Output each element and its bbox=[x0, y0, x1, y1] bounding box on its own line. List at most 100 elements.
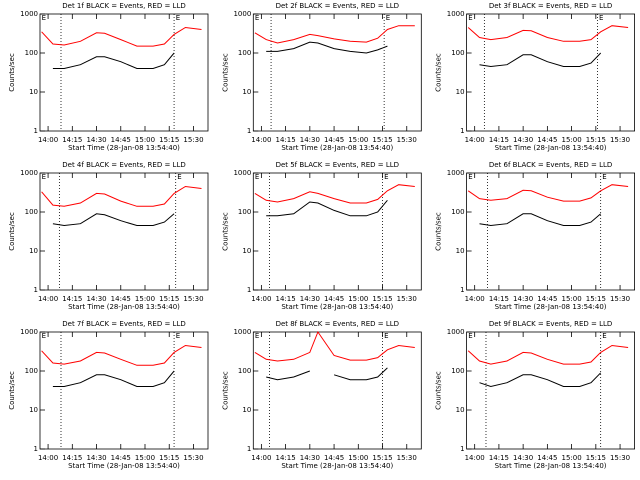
y-tick-label: 1 bbox=[460, 127, 464, 135]
x-tick-label: 14:00 bbox=[38, 454, 58, 462]
x-axis-label: Start Time (28-Jan-08 13:54:40) bbox=[495, 303, 607, 311]
chart-title: Det 3f BLACK = Events, RED = LLD bbox=[489, 2, 612, 10]
x-tick-label: 15:00 bbox=[135, 454, 155, 462]
y-tick-label: 1000 bbox=[447, 328, 465, 336]
y-tick-label: 1 bbox=[247, 286, 251, 294]
x-tick-label: 14:45 bbox=[324, 454, 344, 462]
x-tick-label: 15:15 bbox=[372, 136, 392, 144]
x-tick-label: 14:30 bbox=[513, 136, 533, 144]
annotation: E bbox=[176, 332, 180, 340]
x-axis-label: Start Time (28-Jan-08 13:54:40) bbox=[68, 462, 180, 470]
y-axis-label: Counts/sec bbox=[435, 212, 443, 251]
annotation: E bbox=[602, 173, 606, 181]
x-tick-label: 14:15 bbox=[276, 136, 296, 144]
y-tick-label: 1000 bbox=[233, 328, 251, 336]
annotation: E bbox=[468, 14, 472, 22]
y-axis-label: Counts/sec bbox=[8, 53, 16, 92]
x-tick-label: 14:15 bbox=[489, 136, 509, 144]
data-line bbox=[41, 344, 202, 366]
annotation: E bbox=[468, 173, 472, 181]
annotation: E bbox=[255, 332, 259, 340]
chart-title: Det 6f BLACK = Events, RED = LLD bbox=[489, 161, 612, 169]
data-line bbox=[254, 25, 415, 44]
data-line bbox=[52, 213, 175, 227]
annotation: E bbox=[599, 14, 603, 22]
annotation: E bbox=[255, 14, 259, 22]
plot-frame bbox=[39, 13, 209, 132]
y-tick-label: 100 bbox=[451, 49, 464, 57]
x-tick-label: 14:45 bbox=[111, 454, 131, 462]
y-tick-label: 1000 bbox=[233, 10, 251, 18]
x-tick-label: 15:00 bbox=[562, 295, 582, 303]
x-tick-label: 15:15 bbox=[586, 454, 606, 462]
plot-frame bbox=[252, 13, 422, 132]
x-axis-label: Start Time (28-Jan-08 13:54:40) bbox=[281, 303, 393, 311]
x-tick-label: 14:45 bbox=[537, 454, 557, 462]
data-line bbox=[479, 372, 602, 388]
y-tick-label: 10 bbox=[242, 406, 251, 414]
plot-frame bbox=[252, 172, 422, 291]
y-tick-label: 100 bbox=[25, 49, 38, 57]
x-axis-label: Start Time (28-Jan-08 13:54:40) bbox=[68, 144, 180, 152]
y-tick-label: 100 bbox=[25, 367, 38, 375]
y-tick-label: 10 bbox=[456, 88, 465, 96]
y-tick-label: 10 bbox=[242, 247, 251, 255]
x-tick-label: 15:00 bbox=[135, 295, 155, 303]
x-tick-label: 15:00 bbox=[135, 136, 155, 144]
chart-title: Det 5f BLACK = Events, RED = LLD bbox=[276, 161, 399, 169]
y-axis-label: Counts/sec bbox=[435, 53, 443, 92]
x-axis-label: Start Time (28-Jan-08 13:54:40) bbox=[281, 144, 393, 152]
chart-title: Det 8f BLACK = Events, RED = LLD bbox=[276, 320, 399, 328]
y-tick-label: 1000 bbox=[447, 10, 465, 18]
x-tick-label: 14:00 bbox=[38, 136, 58, 144]
y-tick-label: 10 bbox=[29, 247, 38, 255]
x-tick-label: 14:15 bbox=[489, 454, 509, 462]
data-line bbox=[254, 184, 415, 204]
y-tick-label: 1000 bbox=[20, 10, 38, 18]
y-axis-label: Counts/sec bbox=[221, 371, 229, 410]
y-axis-label: Counts/sec bbox=[435, 371, 443, 410]
annotation: E bbox=[176, 14, 180, 22]
x-tick-label: 15:30 bbox=[183, 454, 203, 462]
x-tick-label: 14:15 bbox=[276, 295, 296, 303]
x-tick-label: 14:30 bbox=[300, 136, 320, 144]
x-axis-label: Start Time (28-Jan-08 13:54:40) bbox=[281, 462, 393, 470]
data-line bbox=[266, 199, 388, 217]
y-tick-label: 1 bbox=[460, 445, 464, 453]
plot-frame bbox=[466, 331, 636, 450]
plot-frame bbox=[466, 13, 636, 132]
x-tick-label: 14:30 bbox=[86, 454, 106, 462]
data-line bbox=[41, 185, 202, 207]
annotation: E bbox=[42, 332, 46, 340]
annotation: E bbox=[42, 173, 46, 181]
data-line bbox=[52, 370, 175, 387]
y-tick-label: 1000 bbox=[233, 169, 251, 177]
plot-frame bbox=[39, 331, 209, 450]
x-tick-label: 14:15 bbox=[276, 454, 296, 462]
x-tick-label: 14:30 bbox=[300, 454, 320, 462]
x-tick-label: 14:30 bbox=[300, 295, 320, 303]
chart-title: Det 4f BLACK = Events, RED = LLD bbox=[62, 161, 185, 169]
x-tick-label: 14:15 bbox=[489, 295, 509, 303]
x-tick-label: 14:15 bbox=[62, 454, 82, 462]
x-tick-label: 14:45 bbox=[537, 295, 557, 303]
annotation: E bbox=[602, 332, 606, 340]
x-tick-label: 14:45 bbox=[111, 136, 131, 144]
x-tick-label: 14:00 bbox=[465, 136, 485, 144]
x-axis-label: Start Time (28-Jan-08 13:54:40) bbox=[495, 462, 607, 470]
chart-title: Det 7f BLACK = Events, RED = LLD bbox=[62, 320, 185, 328]
y-tick-label: 1 bbox=[247, 445, 251, 453]
x-tick-label: 14:30 bbox=[513, 295, 533, 303]
x-tick-label: 14:00 bbox=[251, 295, 271, 303]
data-line bbox=[266, 367, 388, 381]
x-tick-label: 15:15 bbox=[372, 454, 392, 462]
x-axis-label: Start Time (28-Jan-08 13:54:40) bbox=[68, 303, 180, 311]
x-tick-label: 15:15 bbox=[159, 454, 179, 462]
y-tick-label: 1 bbox=[460, 286, 464, 294]
y-tick-label: 10 bbox=[29, 406, 38, 414]
y-tick-label: 100 bbox=[451, 367, 464, 375]
x-tick-label: 15:00 bbox=[562, 454, 582, 462]
y-tick-label: 100 bbox=[238, 367, 251, 375]
data-line bbox=[52, 52, 175, 69]
